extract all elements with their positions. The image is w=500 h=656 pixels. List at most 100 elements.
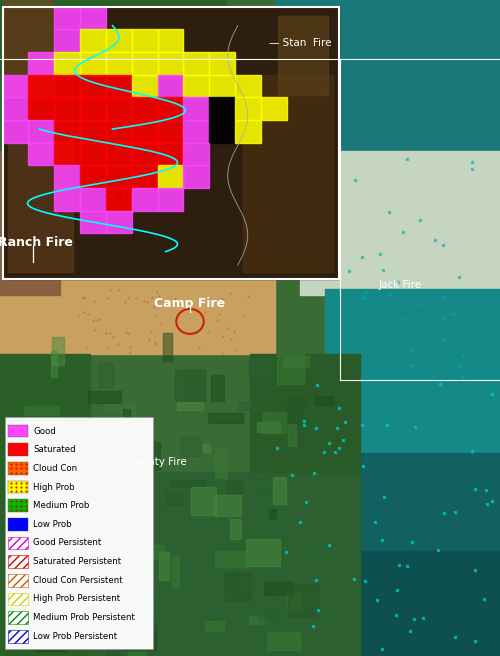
Bar: [205, 621, 224, 632]
Bar: [0, 0, 225, 79]
Bar: [80, 52, 106, 75]
Bar: [120, 541, 140, 573]
Bar: [238, 402, 266, 410]
Bar: [0, 79, 275, 157]
Bar: [242, 75, 332, 272]
Bar: [4, 627, 19, 650]
Bar: [127, 577, 144, 596]
Bar: [9, 620, 34, 630]
Bar: [256, 478, 268, 493]
Bar: [257, 422, 280, 432]
Bar: [132, 75, 158, 97]
Bar: [2, 120, 29, 143]
Bar: [0, 276, 275, 354]
Text: Saturated: Saturated: [33, 445, 76, 454]
Bar: [2, 97, 29, 120]
Bar: [170, 480, 205, 487]
Bar: [2, 0, 52, 95]
Bar: [276, 354, 303, 384]
Text: Medium Prob: Medium Prob: [33, 501, 90, 510]
Bar: [28, 120, 54, 143]
Bar: [54, 120, 80, 143]
Bar: [288, 584, 318, 616]
Bar: [309, 547, 338, 559]
Bar: [8, 518, 28, 531]
Bar: [172, 556, 179, 586]
Bar: [264, 581, 294, 595]
Bar: [54, 75, 80, 97]
Bar: [246, 539, 280, 566]
Bar: [210, 52, 235, 75]
Bar: [158, 52, 184, 75]
Bar: [278, 16, 328, 95]
Text: High Prob Persistent: High Prob Persistent: [33, 594, 120, 604]
Bar: [314, 617, 344, 626]
Bar: [211, 375, 224, 401]
Bar: [76, 464, 100, 482]
Bar: [2, 7, 338, 279]
Bar: [132, 545, 164, 560]
Bar: [8, 592, 28, 605]
Bar: [28, 97, 54, 120]
Text: Cloud Con: Cloud Con: [33, 464, 77, 473]
Text: Low Prob: Low Prob: [33, 520, 72, 529]
Bar: [158, 97, 184, 120]
Text: Ranch Fire: Ranch Fire: [0, 236, 72, 249]
Bar: [80, 211, 106, 234]
Bar: [137, 478, 147, 500]
Bar: [8, 481, 28, 493]
Bar: [5, 417, 152, 649]
Bar: [216, 551, 250, 567]
Bar: [80, 30, 106, 52]
Bar: [159, 552, 168, 580]
Text: — County Fire: — County Fire: [114, 457, 186, 468]
Bar: [288, 398, 308, 429]
Bar: [249, 616, 268, 625]
Text: Saturated Persistent: Saturated Persistent: [33, 557, 121, 566]
Bar: [158, 165, 184, 188]
Bar: [252, 358, 268, 373]
Bar: [8, 611, 28, 624]
Bar: [106, 52, 132, 75]
Bar: [184, 143, 210, 165]
Bar: [54, 30, 80, 52]
Bar: [24, 406, 58, 415]
Bar: [80, 188, 106, 211]
Bar: [210, 97, 235, 120]
Bar: [132, 52, 158, 75]
Bar: [54, 188, 80, 211]
Bar: [228, 480, 242, 493]
Bar: [203, 443, 209, 453]
Bar: [80, 7, 106, 30]
Bar: [314, 396, 332, 405]
Text: Cloud Con Persistent: Cloud Con Persistent: [33, 576, 122, 584]
Bar: [162, 333, 172, 361]
Bar: [18, 560, 28, 577]
Bar: [184, 52, 210, 75]
Bar: [300, 151, 500, 295]
Bar: [54, 52, 80, 75]
Bar: [80, 97, 106, 120]
Bar: [166, 493, 182, 505]
Bar: [8, 630, 28, 642]
Bar: [51, 351, 57, 377]
Bar: [175, 369, 205, 401]
Bar: [158, 120, 184, 143]
Bar: [106, 211, 132, 234]
Bar: [132, 120, 158, 143]
Bar: [288, 424, 296, 445]
Bar: [304, 408, 332, 432]
Bar: [52, 337, 64, 365]
Bar: [230, 520, 241, 539]
Bar: [185, 379, 196, 396]
Bar: [268, 632, 300, 650]
Bar: [80, 143, 106, 165]
Bar: [132, 143, 158, 165]
Bar: [142, 618, 158, 636]
Text: Low Prob Persistent: Low Prob Persistent: [33, 632, 117, 641]
Bar: [216, 448, 227, 478]
Bar: [184, 97, 210, 120]
Bar: [235, 120, 261, 143]
Bar: [8, 425, 28, 438]
Bar: [127, 403, 134, 419]
